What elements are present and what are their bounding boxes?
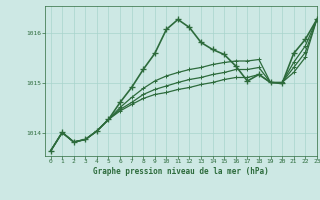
X-axis label: Graphe pression niveau de la mer (hPa): Graphe pression niveau de la mer (hPa) [93, 167, 269, 176]
